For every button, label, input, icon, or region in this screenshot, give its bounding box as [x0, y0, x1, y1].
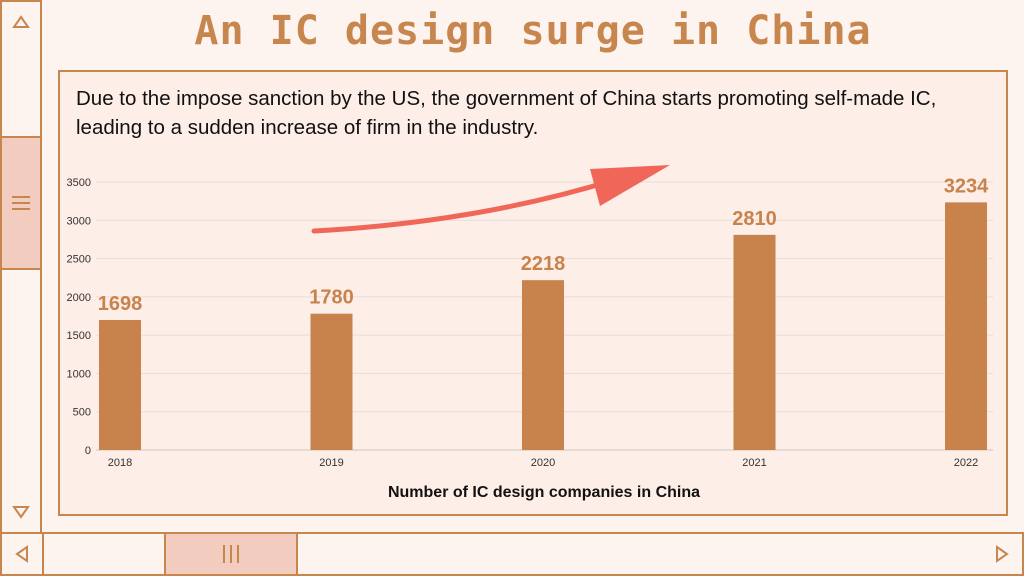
y-tick-label: 2500	[67, 254, 91, 266]
y-tick-label: 1500	[67, 330, 91, 342]
y-tick-label: 0	[85, 445, 91, 457]
data-label: 3234	[944, 175, 989, 197]
data-label: 2218	[521, 253, 566, 275]
x-axis-title: Number of IC design companies in China	[388, 484, 700, 501]
data-labels: 1698 1780 2218 2810 3234	[98, 175, 989, 315]
grip-lines-vertical-icon	[223, 545, 239, 563]
scroll-down-button[interactable]	[2, 492, 40, 532]
triangle-up-icon	[12, 15, 30, 28]
data-label: 1780	[309, 287, 354, 309]
x-tick-label: 2021	[742, 457, 766, 469]
triangle-left-icon	[15, 545, 28, 563]
bar-2018	[99, 319, 141, 450]
y-tick-label: 500	[73, 407, 91, 419]
bar-2022	[945, 202, 987, 450]
scrollbar-divider	[42, 534, 44, 574]
y-tick-label: 3500	[67, 177, 91, 189]
trend-arrow	[311, 165, 670, 234]
x-tick-label: 2022	[954, 457, 978, 469]
vertical-scrollbar[interactable]	[0, 0, 42, 534]
scroll-right-button[interactable]	[982, 534, 1022, 574]
vertical-scroll-thumb[interactable]	[2, 136, 40, 270]
bar-2021	[733, 234, 776, 450]
y-tick-label: 1000	[67, 368, 91, 380]
trend-arrow-head	[590, 165, 670, 206]
page-title: An IC design surge in China	[194, 8, 872, 54]
data-label: 1698	[98, 293, 143, 315]
y-tick-label: 2000	[67, 292, 91, 304]
bar-2020	[522, 280, 564, 450]
data-label: 2810	[732, 208, 777, 230]
trend-arrow-shaft	[311, 177, 617, 234]
x-tick-label: 2020	[531, 457, 555, 469]
x-tick-label: 2019	[319, 457, 343, 469]
description-text: Due to the impose sanction by the US, th…	[76, 87, 937, 139]
y-axis-ticks: 0 500 1000 1500 2000 2500 3000 3500	[67, 177, 91, 457]
triangle-right-icon	[996, 545, 1009, 563]
y-tick-label: 3000	[67, 215, 91, 227]
bar-2019	[310, 313, 353, 450]
chart-bars	[99, 202, 987, 450]
x-axis-ticks: 2018 2019 2020 2021 2022	[108, 457, 978, 469]
triangle-down-icon	[12, 506, 30, 519]
bar-chart: 0 500 1000 1500 2000 2500 3000 3500 2018 2019 202…	[67, 165, 993, 501]
x-tick-label: 2018	[108, 457, 132, 469]
grip-lines-icon	[12, 196, 30, 210]
scroll-left-button[interactable]	[2, 534, 42, 574]
horizontal-scrollbar[interactable]	[0, 532, 1024, 576]
scroll-up-button[interactable]	[2, 2, 40, 42]
horizontal-scroll-thumb[interactable]	[164, 534, 298, 574]
